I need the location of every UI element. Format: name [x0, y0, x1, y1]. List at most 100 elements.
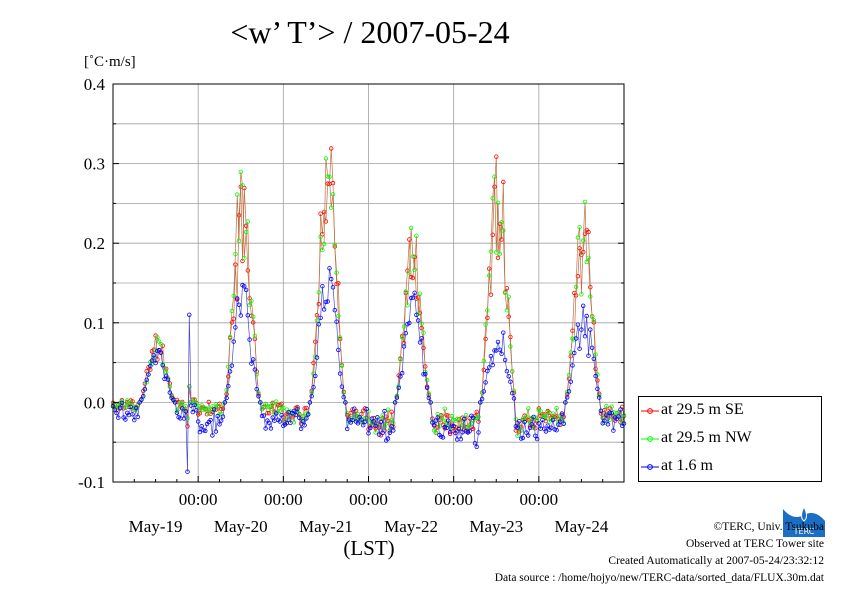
data-point	[504, 369, 510, 374]
data-point	[533, 433, 538, 438]
data-point	[311, 360, 316, 366]
data-point	[163, 373, 169, 378]
data-point	[618, 407, 623, 412]
data-point	[389, 409, 394, 414]
data-point	[387, 430, 392, 435]
data-point	[588, 327, 593, 332]
data-point	[382, 408, 387, 414]
data-point	[270, 415, 275, 420]
data-point	[501, 330, 506, 335]
data-point	[497, 251, 502, 257]
footer-source: Data source : /home/hojyo/new/TERC-data/…	[494, 572, 824, 584]
data-point	[522, 419, 527, 425]
data-point	[181, 416, 187, 421]
data-point	[336, 313, 341, 319]
data-point	[472, 441, 478, 446]
data-point	[297, 415, 302, 420]
data-point	[254, 387, 259, 392]
data-point	[490, 362, 495, 368]
data-point	[428, 400, 433, 405]
data-point	[355, 421, 361, 426]
data-point	[534, 417, 540, 422]
x-axis-label: (LST)	[343, 536, 394, 560]
data-point	[488, 292, 494, 297]
data-point	[250, 314, 256, 319]
data-point	[116, 415, 121, 420]
data-point	[165, 377, 171, 382]
data-point	[559, 415, 565, 421]
data-point	[332, 308, 337, 313]
data-point	[330, 285, 336, 290]
data-point	[345, 426, 350, 432]
y-tick-label: 0.0	[84, 393, 105, 412]
data-point	[524, 414, 529, 419]
data-point	[274, 411, 279, 416]
data-point	[295, 406, 300, 411]
data-point	[330, 180, 336, 186]
data-point	[431, 422, 437, 428]
data-point	[218, 406, 224, 412]
data-point	[426, 395, 431, 401]
data-point	[250, 357, 256, 362]
data-point	[277, 408, 282, 414]
data-point	[231, 316, 236, 321]
data-point	[336, 281, 341, 286]
data-point	[174, 410, 180, 415]
data-point	[187, 384, 192, 389]
data-point	[288, 420, 293, 425]
data-point	[526, 406, 531, 411]
data-point	[314, 355, 320, 360]
data-point	[185, 469, 190, 474]
x-tick-label: 00:00	[349, 490, 388, 509]
data-point	[492, 174, 497, 179]
data-point	[424, 385, 430, 390]
data-point	[286, 417, 291, 422]
data-point	[345, 411, 350, 416]
data-point	[433, 418, 439, 423]
data-point	[536, 421, 541, 426]
data-point	[527, 425, 533, 431]
legend-item-nw: at 29.5 m NW	[639, 429, 821, 449]
data-point	[334, 319, 339, 324]
data-point	[400, 370, 405, 376]
data-point	[311, 385, 316, 390]
data-point	[320, 284, 325, 289]
data-point	[190, 409, 195, 415]
data-point	[483, 322, 488, 327]
data-point	[499, 351, 504, 356]
data-point	[234, 296, 240, 301]
footer-created: Created Automatically at 2007-05-24/23:3…	[608, 555, 824, 567]
data-point	[224, 388, 229, 393]
data-point	[329, 205, 334, 210]
data-point	[444, 425, 449, 431]
y-tick-label: 0.4	[84, 75, 106, 94]
y-tick-label: 0.2	[84, 234, 105, 253]
data-point	[602, 418, 607, 423]
data-point	[375, 415, 380, 420]
data-point	[243, 229, 249, 235]
data-point	[412, 290, 417, 295]
data-point	[227, 369, 233, 374]
data-point	[440, 418, 446, 423]
data-point	[417, 291, 423, 296]
data-point	[220, 406, 226, 411]
data-point	[334, 270, 339, 275]
data-point	[419, 336, 424, 341]
data-point	[206, 410, 211, 416]
data-point	[471, 415, 476, 420]
data-point	[130, 412, 135, 417]
data-point	[515, 433, 520, 438]
data-point	[407, 237, 412, 242]
data-point	[211, 407, 217, 412]
legend-label-se: at 29.5 m SE	[661, 401, 744, 418]
data-point	[240, 183, 245, 188]
data-point	[373, 430, 378, 435]
data-point	[533, 426, 538, 431]
data-point	[581, 303, 586, 308]
data-point	[401, 344, 407, 349]
data-point	[481, 389, 486, 394]
data-point	[495, 339, 501, 345]
data-point	[495, 255, 501, 260]
data-point	[213, 429, 219, 434]
